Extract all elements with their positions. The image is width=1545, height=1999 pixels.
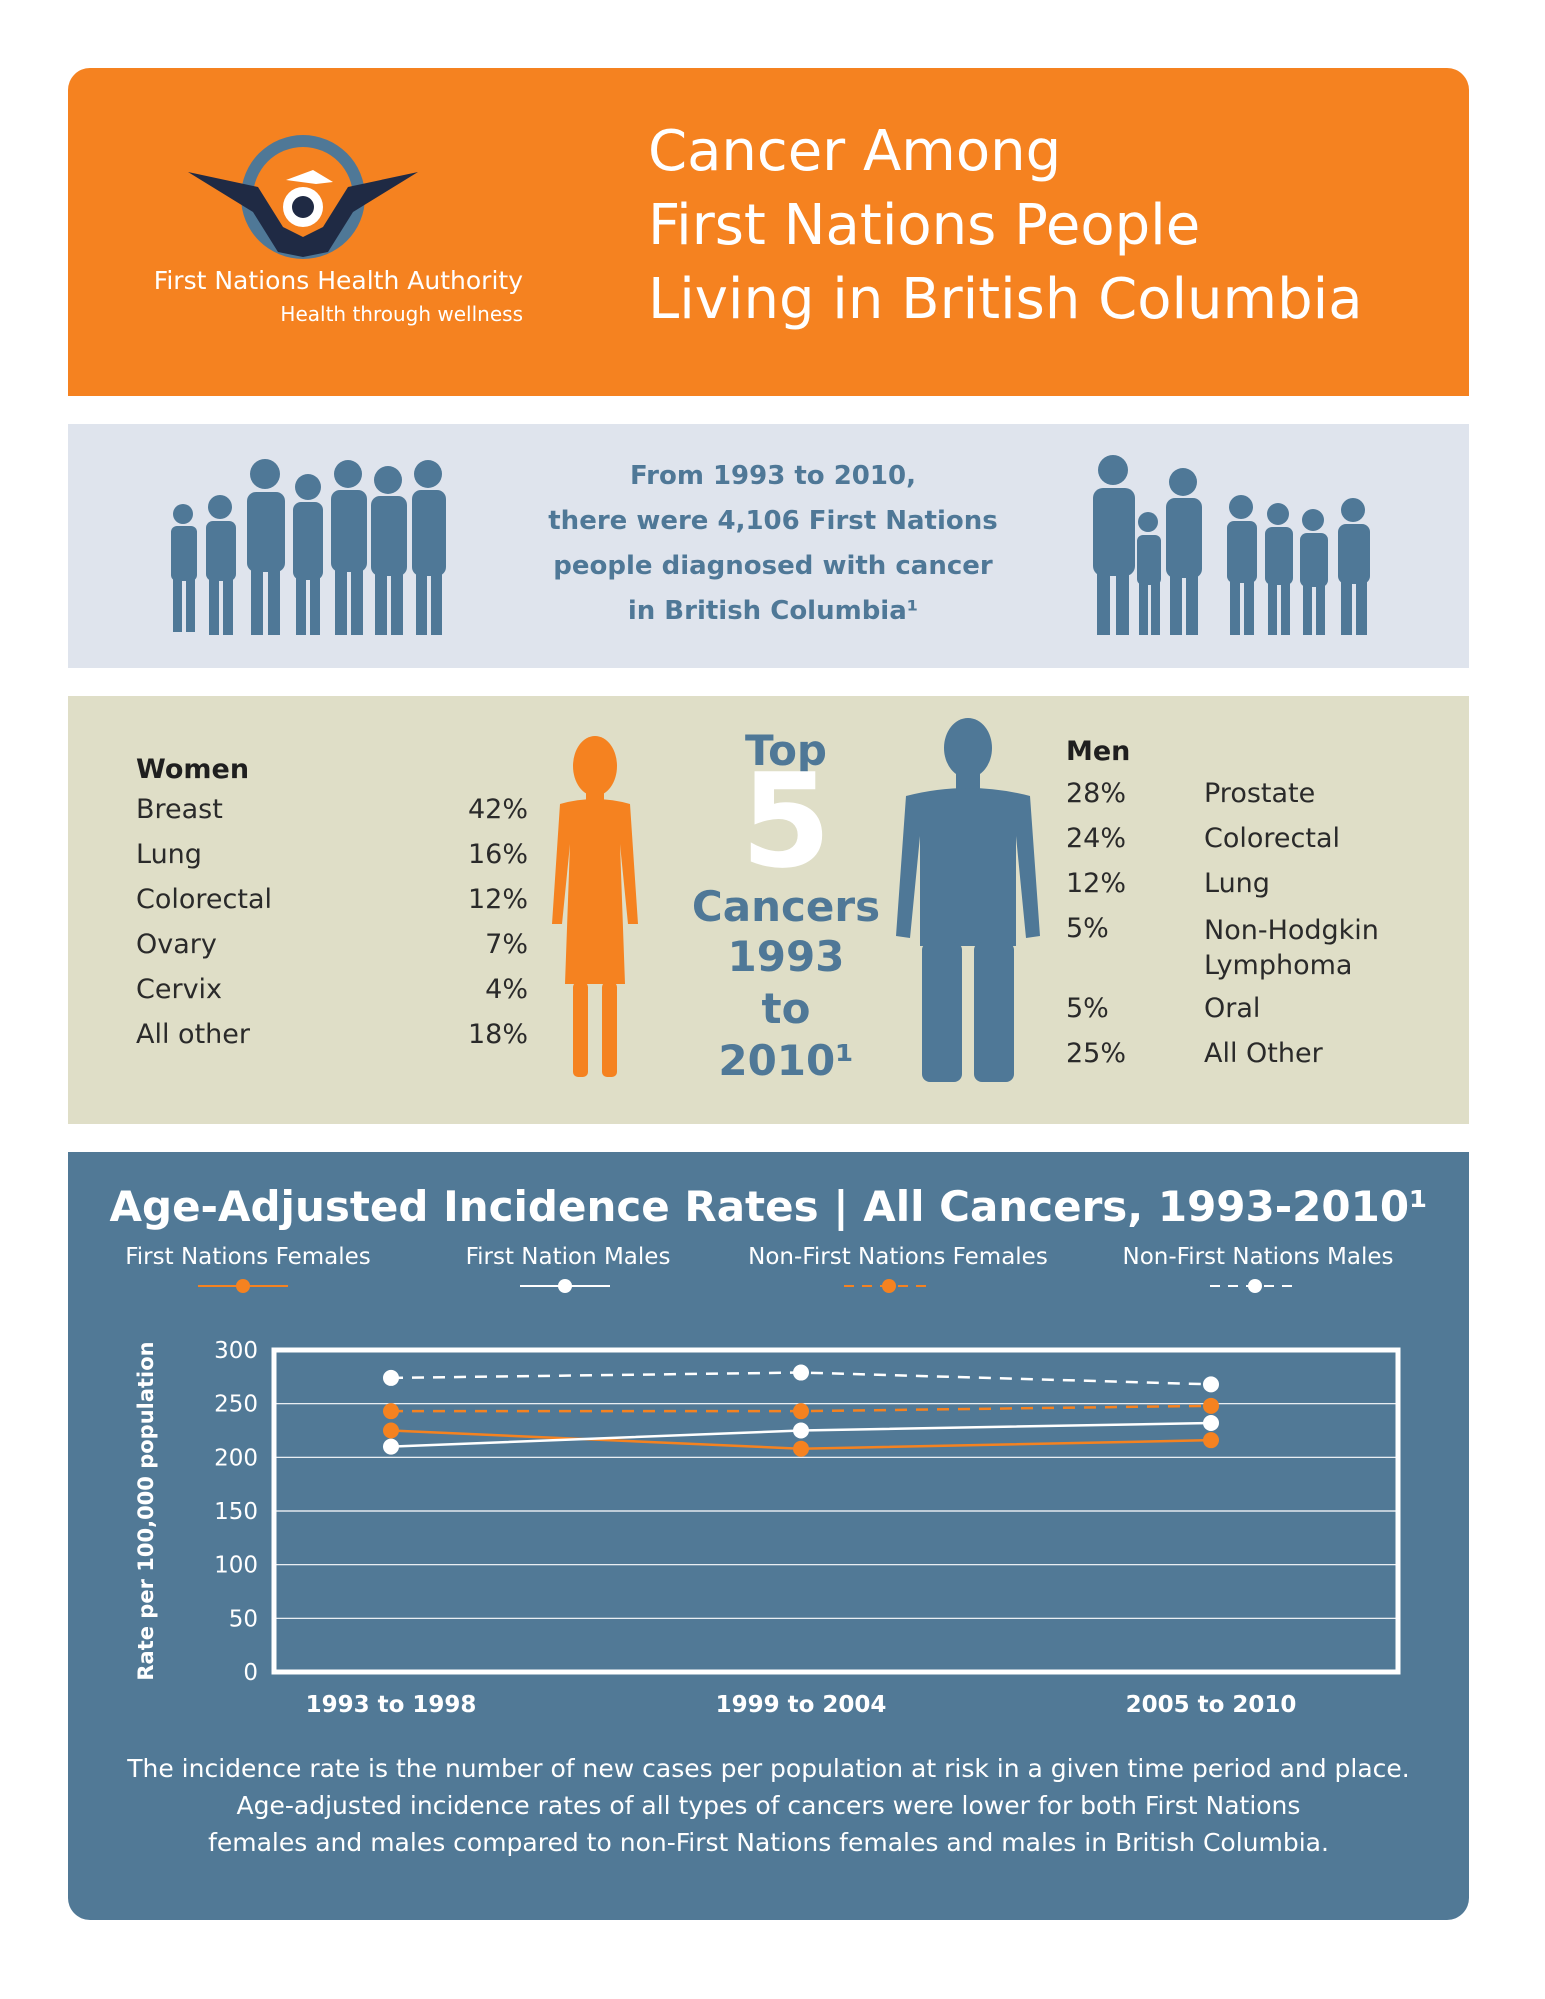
data-point bbox=[793, 1403, 809, 1420]
woman-silhouette-icon bbox=[552, 736, 638, 1077]
men-row-pct: 12% bbox=[1066, 868, 1127, 899]
top-caption-line: Cancers bbox=[691, 882, 881, 931]
men-row-label: Non-Hodgkin Lymphoma bbox=[1204, 915, 1379, 981]
men-row-label: Oral bbox=[1204, 993, 1261, 1024]
women-row-pct: 16% bbox=[467, 839, 528, 870]
chart-caption: The incidence rate is the number of new … bbox=[108, 1750, 1429, 1861]
women-heading: Women bbox=[136, 754, 250, 785]
chart-title: Age-Adjusted Incidence Rates | All Cance… bbox=[109, 1182, 1428, 1231]
y-tick-label: 300 bbox=[214, 1338, 258, 1364]
women-row-pct: 12% bbox=[467, 884, 528, 915]
women-row-label: Colorectal bbox=[136, 884, 272, 915]
data-point bbox=[1203, 1397, 1219, 1414]
men-row-pct: 28% bbox=[1066, 778, 1127, 809]
man-silhouette-icon bbox=[896, 718, 1040, 1082]
men-row-label: All Other bbox=[1204, 1038, 1323, 1069]
legend-swatch bbox=[198, 1279, 288, 1293]
legend-label: Non-First Nations Males bbox=[1122, 1244, 1394, 1270]
incidence-chart-panel: Age-Adjusted Incidence Rates | All Cance… bbox=[68, 1152, 1469, 1920]
summary-text: From 1993 to 2010, there were 4,106 Firs… bbox=[508, 454, 1038, 634]
women-row-label: Ovary bbox=[136, 929, 217, 960]
summary-line: From 1993 to 2010, bbox=[630, 461, 916, 491]
data-point bbox=[383, 1422, 399, 1439]
legend-label: First Nations Females bbox=[125, 1244, 371, 1270]
header-banner: First Nations Health Authority Health th… bbox=[68, 68, 1469, 396]
y-tick-label: 250 bbox=[214, 1392, 258, 1418]
x-tick-label: 2005 to 2010 bbox=[1126, 1692, 1297, 1718]
men-row-pct: 25% bbox=[1066, 1038, 1127, 1069]
top-word: Top bbox=[745, 726, 827, 775]
summary-line: people diagnosed with cancer bbox=[553, 551, 993, 581]
men-row-label: Prostate bbox=[1204, 778, 1316, 809]
y-axis-label: Rate per 100,000 population bbox=[134, 1341, 158, 1680]
y-tick-label: 150 bbox=[214, 1499, 258, 1525]
summary-line: in British Columbia¹ bbox=[627, 596, 919, 626]
data-point bbox=[793, 1364, 809, 1381]
data-point bbox=[383, 1438, 399, 1455]
line-chart: 0 50 100 150 200 250 300 1993 to 1998 1999 to 20… bbox=[134, 1338, 1401, 1718]
x-tick-label: 1999 to 2004 bbox=[716, 1692, 887, 1718]
plot-frame bbox=[271, 1347, 1401, 1675]
y-tick-label: 200 bbox=[214, 1445, 258, 1471]
summary-line: there were 4,106 First Nations bbox=[548, 506, 998, 536]
men-row-pct: 5% bbox=[1066, 913, 1109, 944]
legend-swatch bbox=[844, 1279, 934, 1293]
men-heading: Men bbox=[1066, 736, 1131, 767]
data-point bbox=[383, 1403, 399, 1420]
data-point bbox=[793, 1440, 809, 1457]
top-number: 5 bbox=[740, 745, 832, 897]
data-point bbox=[1203, 1376, 1219, 1393]
title-line-1: Cancer Among bbox=[648, 119, 1062, 184]
caption-line: females and males compared to non-First … bbox=[208, 1828, 1329, 1857]
men-row-label: Colorectal bbox=[1204, 823, 1340, 854]
men-row-pct: 24% bbox=[1066, 823, 1127, 854]
data-point bbox=[793, 1422, 809, 1439]
top-caption-line: 2010¹ bbox=[718, 1036, 854, 1085]
legend-swatch bbox=[1210, 1279, 1300, 1293]
top-cancers-band: Women Breast 42% Lung 16% Colorectal 12%… bbox=[68, 696, 1469, 1124]
legend-swatch bbox=[520, 1279, 610, 1293]
family-group-icon bbox=[1093, 455, 1370, 635]
data-point bbox=[383, 1369, 399, 1386]
women-row-label: Lung bbox=[136, 839, 202, 870]
women-row-label: Breast bbox=[136, 794, 223, 825]
y-tick-label: 0 bbox=[243, 1660, 258, 1686]
people-group-icon bbox=[171, 459, 446, 635]
title-line-3: Living in British Columbia bbox=[648, 267, 1363, 332]
thunderbird-logo-icon bbox=[188, 135, 418, 259]
y-tick-label: 50 bbox=[229, 1606, 258, 1632]
legend-label: Non-First Nations Females bbox=[748, 1244, 1048, 1270]
women-row-pct: 42% bbox=[467, 794, 528, 825]
data-point bbox=[1203, 1432, 1219, 1449]
org-name: First Nations Health Authority bbox=[153, 266, 523, 295]
women-row-pct: 4% bbox=[485, 974, 528, 1005]
org-tagline: Health through wellness bbox=[280, 302, 523, 326]
x-tick-label: 1993 to 1998 bbox=[306, 1692, 477, 1718]
men-row-label: Lung bbox=[1204, 868, 1270, 899]
women-row-pct: 18% bbox=[467, 1019, 528, 1050]
y-tick-label: 100 bbox=[214, 1553, 258, 1579]
women-row-label: Cervix bbox=[136, 974, 223, 1005]
summary-band: From 1993 to 2010, there were 4,106 Firs… bbox=[68, 424, 1469, 668]
caption-line: The incidence rate is the number of new … bbox=[127, 1754, 1410, 1783]
legend-label: First Nation Males bbox=[465, 1244, 671, 1270]
women-row-label: All other bbox=[136, 1019, 250, 1050]
data-point bbox=[1203, 1414, 1219, 1431]
women-row-pct: 7% bbox=[485, 929, 528, 960]
top-caption-line: to bbox=[761, 984, 811, 1033]
title-line-2: First Nations People bbox=[648, 193, 1201, 258]
top-caption-line: 1993 bbox=[727, 932, 845, 981]
caption-line: Age-adjusted incidence rates of all type… bbox=[236, 1791, 1301, 1820]
men-row-pct: 5% bbox=[1066, 993, 1109, 1024]
